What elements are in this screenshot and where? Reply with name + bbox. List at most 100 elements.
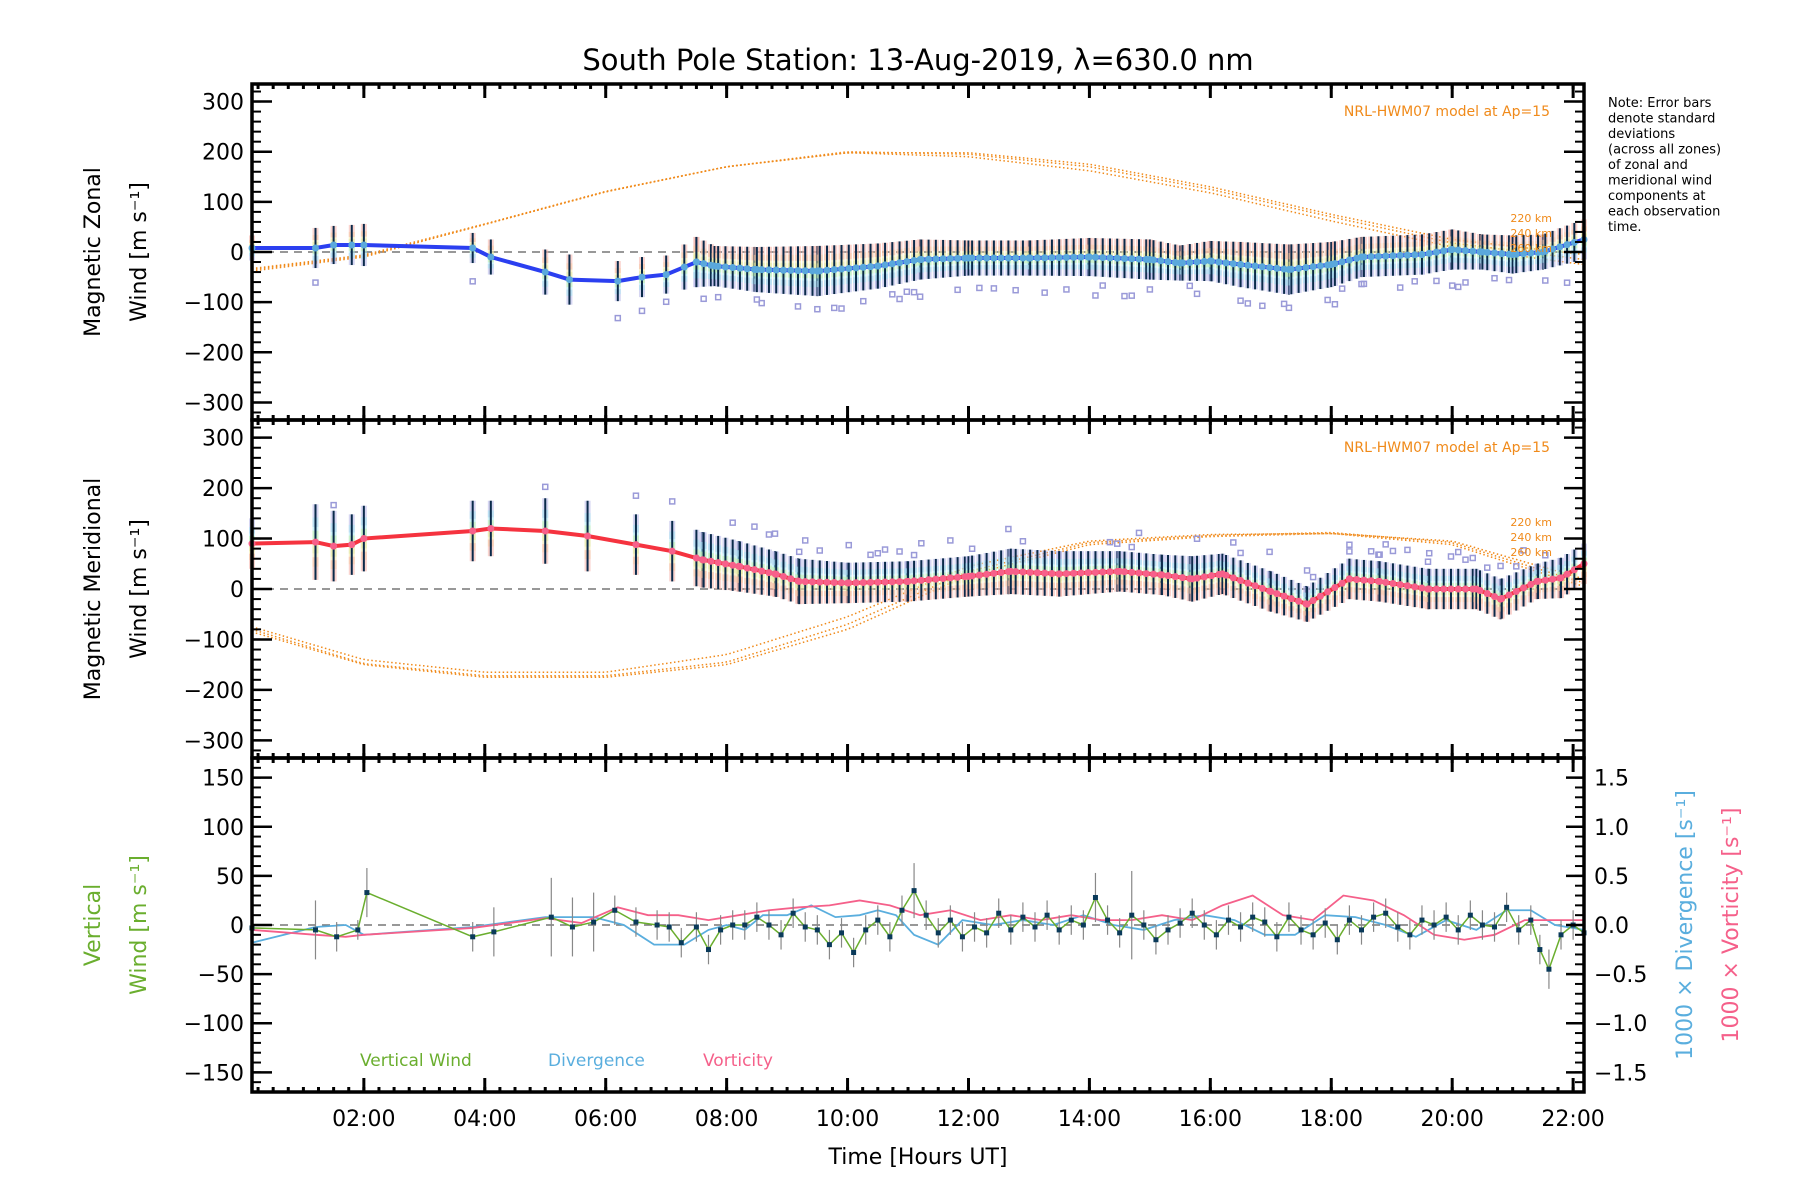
mean-marker [1418, 251, 1426, 259]
mean-marker [1360, 576, 1368, 584]
model-curve-260km [251, 152, 1583, 270]
mean-marker [779, 573, 787, 581]
y-tick-label: 300 [202, 427, 244, 452]
zone-outlier [1367, 548, 1375, 555]
mean-marker [700, 556, 708, 564]
zone-outlier [976, 284, 983, 292]
mean-marker [823, 266, 831, 274]
y2-tick-label: −1.0 [1594, 1012, 1647, 1037]
mean-marker [1033, 569, 1041, 577]
mean-marker [838, 265, 846, 273]
mean-marker [904, 577, 912, 585]
mean-marker [1019, 568, 1027, 576]
vertical-wind-point [923, 912, 929, 918]
zonal-ylabel-line2: Wind [m s⁻¹] [127, 182, 152, 322]
vertical-wind-point [1546, 966, 1552, 972]
mean-marker [1512, 587, 1520, 595]
mean-marker [680, 263, 688, 271]
zone-outlier [860, 297, 867, 305]
mean-marker [1113, 254, 1121, 262]
mean-marker [1396, 251, 1404, 259]
mean-marker [1142, 570, 1150, 578]
zone-outlier [1230, 539, 1237, 546]
vertical-wind-point [569, 924, 575, 930]
vertical-wind-point [1395, 924, 1401, 930]
x-tick-label: 22:00 [1541, 1107, 1604, 1132]
x-tick-label: 14:00 [1058, 1107, 1121, 1132]
mean-marker [1440, 585, 1448, 593]
vertical-wind-point [470, 934, 476, 940]
vertical-wind-point [899, 907, 905, 913]
zone-outlier [918, 540, 925, 547]
mean-marker [1367, 253, 1375, 261]
zone-outlier [1193, 290, 1201, 298]
zone-outlier [1462, 279, 1469, 286]
vertical-wind-point [984, 930, 990, 936]
mean-marker [1208, 572, 1216, 580]
mean-marker [1258, 584, 1266, 592]
mean-marker [1302, 264, 1310, 272]
zone-outlier [668, 498, 676, 505]
y2-tick-label: 0.0 [1594, 914, 1629, 939]
mean-marker [1171, 573, 1179, 581]
mean-marker [983, 570, 991, 578]
mean-marker [469, 244, 477, 252]
note-line: Note: Error bars [1608, 96, 1712, 111]
mean-marker [1193, 574, 1201, 582]
mean-marker [1222, 259, 1230, 267]
mean-marker [1244, 579, 1252, 587]
vertical-wind-point [996, 910, 1002, 916]
zone-outlier [1237, 549, 1244, 557]
mean-marker [859, 263, 867, 271]
zone-outlier [1462, 556, 1469, 563]
mean-marker [1062, 570, 1070, 578]
vertical-wind-point [1032, 924, 1038, 930]
mean-marker [1374, 252, 1382, 260]
y-tick-label: −100 [184, 628, 244, 653]
note-line: of zonal and [1608, 158, 1688, 173]
mean-marker [1084, 569, 1092, 577]
mean-marker [1077, 253, 1085, 261]
zone-outlier [1425, 549, 1433, 557]
y-tick-label: −200 [184, 341, 244, 366]
zone-outlier [947, 537, 954, 544]
mean-marker [954, 254, 962, 262]
mean-marker [330, 542, 338, 550]
zone-outlier [1012, 286, 1019, 294]
mean-marker [779, 266, 787, 274]
zone-outlier [469, 278, 476, 285]
vertical-wind-point [1431, 922, 1437, 928]
vertical-wind-point [1165, 927, 1171, 933]
mean-marker [990, 254, 998, 262]
mean-marker [1215, 258, 1223, 266]
mean-marker [1376, 577, 1384, 585]
note-line: deviations [1608, 127, 1675, 142]
vertical-wind-point [1080, 922, 1086, 928]
mean-marker [1447, 585, 1455, 593]
zone-outlier [814, 305, 821, 313]
mean-marker [845, 579, 853, 587]
vertical-wind-point [1383, 910, 1389, 916]
zone-outlier [729, 519, 736, 526]
vertical-wind-point [1558, 932, 1564, 938]
vertical-wind-point [1516, 927, 1522, 933]
zone-outlier [1309, 573, 1317, 581]
zone-outlier [1099, 282, 1106, 289]
mean-marker [1077, 569, 1085, 577]
zone-outlier [1360, 280, 1368, 288]
meridional-wind-panel: 300 200 100 0 −100 −200 −300 NRL-HWM07 model a… [81, 418, 1588, 760]
y-tick-label: 0 [230, 914, 244, 939]
mean-marker [1345, 256, 1353, 264]
mean-marker [1309, 263, 1317, 271]
mean-marker [700, 260, 708, 268]
vertical-wind-point [1153, 937, 1159, 943]
meridional-ylabel-line1: Magnetic Meridional [81, 478, 106, 700]
mean-marker [311, 538, 319, 546]
mean-marker [932, 575, 940, 583]
mean-marker [1353, 576, 1361, 584]
vertical-wind-panel: 1.5 1.0 0.5 0.0 −0.5 −1.0 −1.5 150 100 50 0 −50 −100… [81, 756, 1744, 1094]
mean-marker [1403, 582, 1411, 590]
zone-outlier [1433, 277, 1440, 285]
zonal-alt-label-260: 260 km [1510, 242, 1552, 255]
